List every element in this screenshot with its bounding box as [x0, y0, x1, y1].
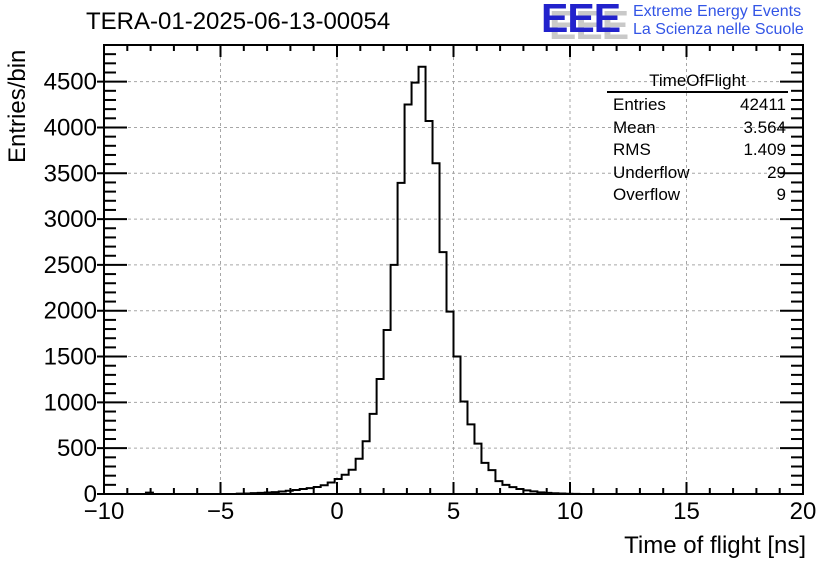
- svg-text:5: 5: [447, 498, 460, 525]
- svg-text:15: 15: [673, 498, 700, 525]
- chart-title: TERA-01-2025-06-13-00054: [86, 8, 391, 35]
- y-axis-title: Entries/bin: [4, 49, 31, 163]
- stats-box: TimeOfFlight Entries 42411 Mean 3.564 RM…: [607, 71, 788, 207]
- eee-logo-letters: EEE: [541, 0, 621, 41]
- svg-text:2000: 2000: [44, 298, 97, 325]
- stats-value: 1.409: [743, 140, 786, 160]
- svg-text:4000: 4000: [44, 115, 97, 142]
- svg-text:2500: 2500: [44, 252, 97, 279]
- svg-text:0: 0: [330, 498, 343, 525]
- svg-text:−10: −10: [84, 498, 125, 525]
- stats-row-entries: Entries 42411: [607, 94, 788, 117]
- eee-tagline-line2: La Scienza nelle Scuole: [633, 20, 804, 38]
- stats-label: RMS: [613, 140, 651, 160]
- stats-box-title: TimeOfFlight: [607, 71, 788, 93]
- stats-value: 3.564: [743, 117, 786, 137]
- stats-label: Overflow: [613, 185, 681, 205]
- svg-text:20: 20: [790, 498, 817, 525]
- eee-logo-tagline: Extreme Energy Events La Scienza nelle S…: [633, 3, 804, 38]
- svg-text:−5: −5: [207, 498, 234, 525]
- stats-value: 29: [767, 162, 786, 182]
- stats-row-overflow: Overflow 9: [607, 184, 788, 207]
- svg-text:3500: 3500: [44, 160, 97, 187]
- eee-logo: EEE Extreme Energy Events La Scienza nel…: [541, 0, 836, 50]
- svg-text:500: 500: [57, 435, 97, 462]
- stats-row-mean: Mean 3.564: [607, 117, 788, 140]
- stats-rows: Entries 42411 Mean 3.564 RMS 1.409 Under…: [607, 93, 788, 207]
- svg-text:4500: 4500: [44, 69, 97, 96]
- svg-text:0: 0: [84, 481, 97, 508]
- eee-tagline-line1: Extreme Energy Events: [633, 3, 802, 20]
- stats-label: Mean: [613, 117, 656, 137]
- svg-text:10: 10: [557, 498, 584, 525]
- svg-text:1500: 1500: [44, 344, 97, 371]
- stats-label: Underflow: [613, 162, 690, 182]
- stats-value: 42411: [739, 95, 786, 114]
- stats-row-rms: RMS 1.409: [607, 139, 788, 162]
- svg-text:1000: 1000: [44, 389, 97, 416]
- stats-value: 9: [776, 185, 786, 205]
- stats-row-underflow: Underflow 29: [607, 162, 788, 185]
- svg-text:3000: 3000: [44, 206, 97, 233]
- stats-label: Entries: [613, 95, 666, 114]
- x-axis-title: Time of flight [ns]: [624, 532, 806, 559]
